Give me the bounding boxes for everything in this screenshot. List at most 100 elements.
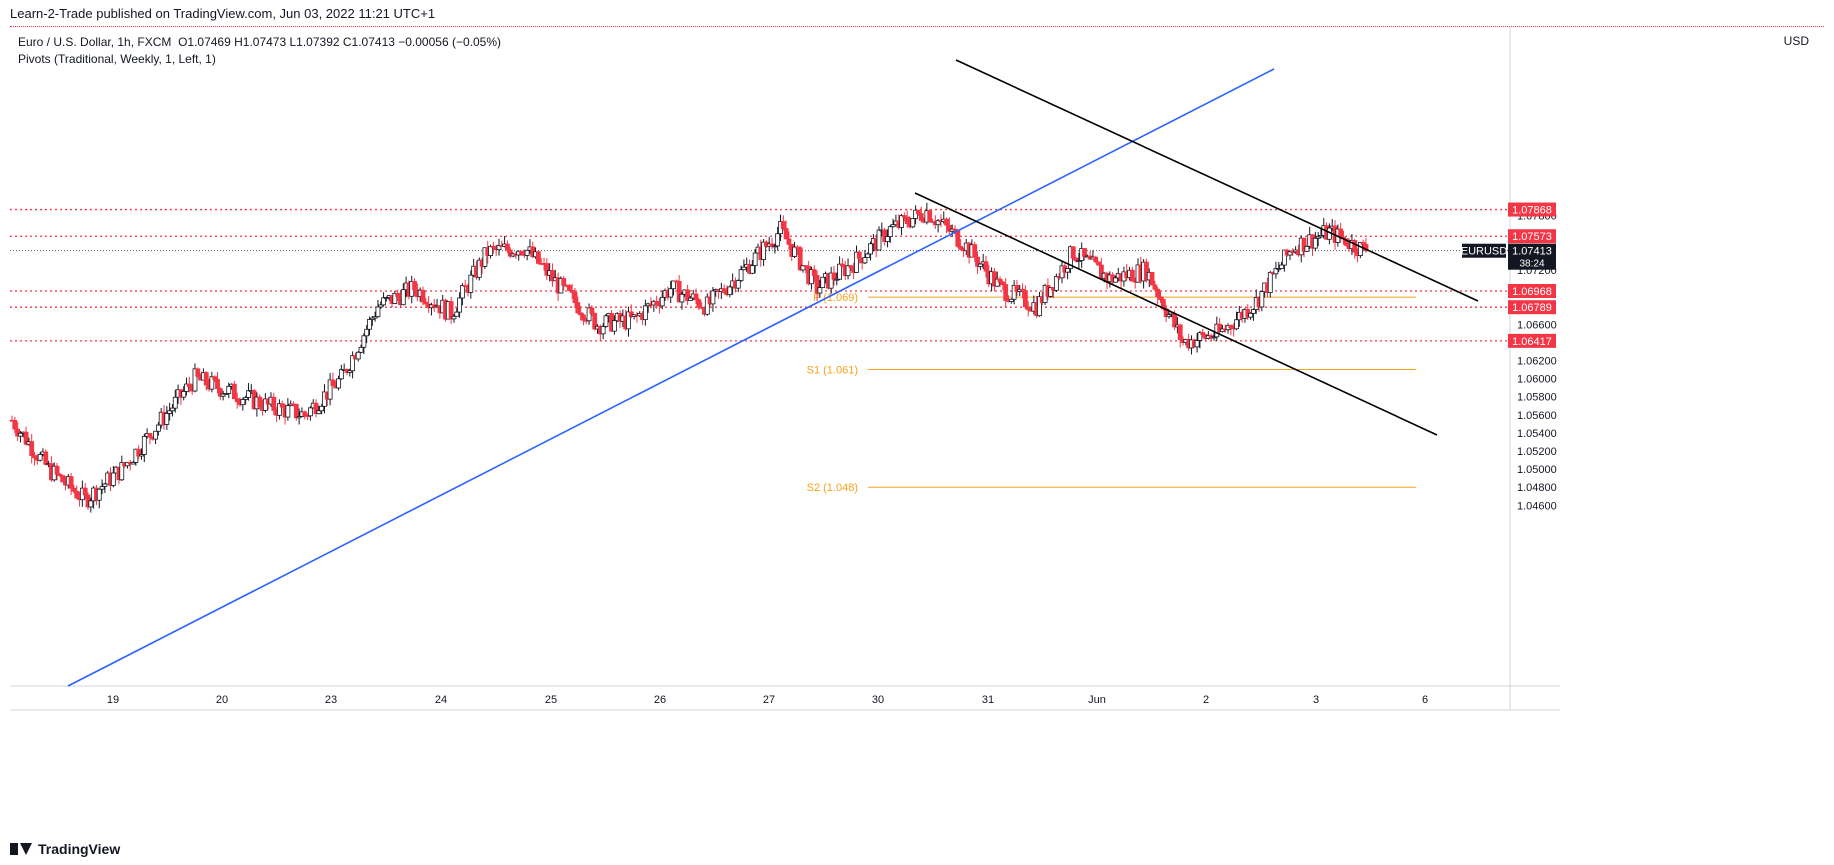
footer-brand[interactable]: TradingView <box>10 841 120 857</box>
candle-body <box>975 256 980 267</box>
candle-body <box>1149 272 1155 286</box>
x-tick-label: 27 <box>763 694 775 706</box>
candle-body <box>1025 306 1031 311</box>
x-tick-label: 19 <box>107 694 119 706</box>
candle-body <box>578 312 584 316</box>
candle-body <box>1082 248 1087 257</box>
candle-body <box>99 486 105 490</box>
candle-body <box>130 462 136 465</box>
candle-body <box>918 213 924 221</box>
candle-body <box>37 454 43 461</box>
candle-body <box>685 289 690 302</box>
candle-body <box>1020 288 1025 292</box>
y-tick-label: 1.05800 <box>1517 392 1557 404</box>
candle-body <box>668 288 674 298</box>
level-price-tag <box>1508 202 1556 217</box>
candle-body <box>772 245 778 248</box>
candle-body <box>1152 284 1158 290</box>
candle-body <box>262 398 268 411</box>
candle-body <box>817 287 823 294</box>
candle-body <box>876 229 882 251</box>
candle-body <box>170 407 175 412</box>
candle-body <box>257 396 263 408</box>
candle-body <box>1304 245 1310 252</box>
candle-body <box>1093 256 1099 263</box>
legend-indicator[interactable]: Pivots (Traditional, Weekly, 1, Left, 1) <box>18 52 216 66</box>
candle-body <box>688 297 693 302</box>
candle-body <box>18 432 23 437</box>
candle-body <box>1318 234 1324 238</box>
candle-body <box>626 311 631 330</box>
candle-body <box>868 243 873 255</box>
x-tick-label: 31 <box>982 694 994 706</box>
axis-unit: USD <box>1783 34 1809 48</box>
candle-body <box>1273 268 1279 275</box>
legend-symbol[interactable]: Euro / U.S. Dollar, 1h, FXCM <box>18 35 172 49</box>
candle-body <box>347 370 353 373</box>
candle-body <box>307 407 313 417</box>
price-labels: 1.07868 1.07573 1.06968 1.06789 1.06417 EURUS… <box>1461 202 1556 348</box>
candle-body <box>313 402 319 415</box>
candle-body <box>1259 291 1265 308</box>
horizontal-levels <box>10 208 1510 342</box>
candle-body <box>1003 284 1009 301</box>
candle-body <box>800 265 806 271</box>
candle-body <box>586 307 592 322</box>
candle-body <box>420 289 426 303</box>
candle-body <box>209 376 215 390</box>
candle-body <box>454 311 460 317</box>
symbol-tag-box <box>1462 243 1506 258</box>
candle-body <box>828 272 834 289</box>
candle-body <box>279 403 285 408</box>
candle-body <box>364 328 370 337</box>
candle-body <box>223 393 229 395</box>
candle-body <box>1037 296 1042 317</box>
candle-body <box>1234 319 1239 330</box>
candle-body <box>775 233 781 247</box>
level-price-tag <box>1508 300 1556 315</box>
candle-body <box>899 215 904 228</box>
candle-body <box>761 241 766 260</box>
pivot-label: P (1.069) <box>813 292 858 304</box>
top-border-line <box>10 26 1824 27</box>
candle-body <box>217 388 223 397</box>
candle-body <box>496 245 502 251</box>
candle-body <box>848 265 854 268</box>
candle-body <box>749 265 755 274</box>
candle-body <box>136 448 142 457</box>
candle-body <box>769 243 775 247</box>
candle-body <box>167 410 173 414</box>
candle-body <box>23 431 29 445</box>
level-price-label: 1.06789 <box>1512 302 1552 314</box>
candle-body <box>811 269 817 276</box>
candle-body <box>1166 314 1172 318</box>
candle-body <box>780 221 786 229</box>
level-price-tag <box>1508 333 1556 348</box>
candle-body <box>890 224 896 228</box>
candle-body <box>1357 242 1363 257</box>
candle-body <box>203 372 209 386</box>
candle-body <box>1248 312 1253 318</box>
level-price-tag <box>1508 283 1556 298</box>
candle-body <box>361 335 367 348</box>
y-tick-label: 1.05200 <box>1517 446 1557 458</box>
candle-body <box>1096 261 1101 266</box>
candle-body <box>1360 242 1366 245</box>
x-tick-label: 6 <box>1422 694 1428 706</box>
x-axis: 19 20 23 24 25 26 27 30 31 Jun 2 3 6 <box>107 694 1428 706</box>
candle-body <box>383 297 389 299</box>
candle-body <box>57 473 63 476</box>
candle-body <box>535 251 541 264</box>
candle-body <box>96 488 102 501</box>
y-tick-label: 1.05600 <box>1517 410 1557 422</box>
candle-body <box>612 320 617 332</box>
candle-body <box>231 383 237 400</box>
y-tick-label: 1.06600 <box>1517 319 1557 331</box>
x-tick-label: 20 <box>216 694 228 706</box>
candle-body <box>994 278 1000 287</box>
candle-body <box>1312 237 1318 249</box>
candle-body <box>139 454 144 457</box>
candle-body <box>60 475 66 483</box>
candle-body <box>659 296 665 307</box>
